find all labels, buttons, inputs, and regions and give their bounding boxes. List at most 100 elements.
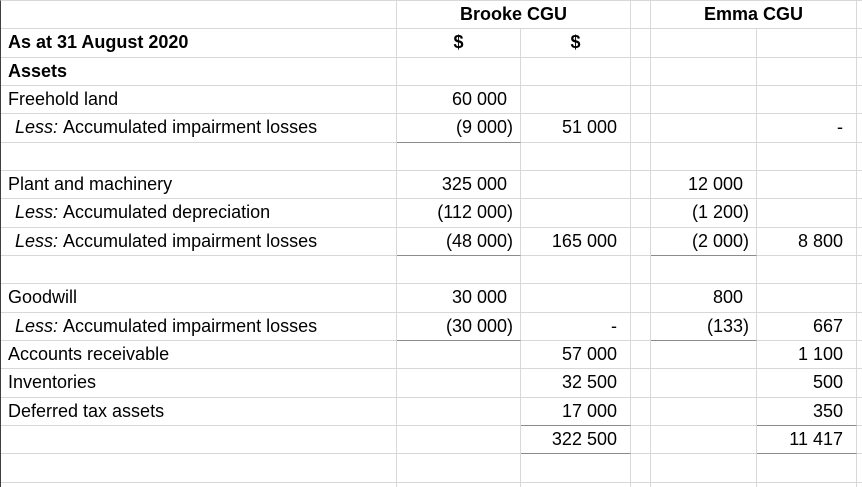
cell-emma-amount[interactable]: (133) — [651, 312, 757, 341]
cell-brooke-amount[interactable]: (9 000) — [397, 114, 521, 143]
cell-emma-total[interactable] — [757, 284, 857, 313]
cell-brooke-amount[interactable] — [397, 482, 521, 487]
cell-emma-amount[interactable] — [651, 369, 757, 398]
cell-emma-total[interactable] — [757, 85, 857, 115]
cell-brooke-total[interactable] — [521, 482, 631, 487]
cell-brooke-amount[interactable] — [397, 369, 521, 398]
cell-brooke-amount[interactable]: (30 000) — [397, 312, 521, 341]
row-label[interactable]: Deferred tax assets — [1, 397, 397, 426]
cell-brooke-amount[interactable]: (112 000) — [397, 199, 521, 228]
cell-brooke-total[interactable] — [521, 284, 631, 313]
cell-emma-total[interactable]: - — [757, 114, 857, 143]
brooke-dollar-unit-2[interactable]: $ — [521, 29, 631, 58]
cell-brooke-amount[interactable] — [397, 454, 521, 483]
cell-gap[interactable] — [631, 1, 651, 30]
brooke-total-carrying-amount[interactable]: 322 500 — [521, 425, 631, 455]
row-label[interactable]: Less: Accumulated impairment losses — [1, 227, 397, 256]
cell-brooke-amount[interactable]: 60 000 — [397, 85, 521, 115]
cell-empty-a1[interactable] — [1, 1, 397, 30]
row-label[interactable]: Less: Accumulated depreciation — [1, 199, 397, 228]
cell-emma-amount[interactable] — [651, 85, 757, 115]
emma-cgu-header[interactable]: Emma CGU — [651, 1, 857, 30]
cell-emma-total[interactable] — [757, 57, 857, 86]
cell-brooke-amount[interactable] — [397, 397, 521, 426]
cell-emma-total[interactable]: 1 100 — [757, 340, 857, 370]
cell-brooke-amount[interactable] — [397, 142, 521, 171]
cell-emma-total[interactable] — [757, 29, 857, 58]
cell-brooke-total[interactable]: 17 000 — [521, 397, 631, 426]
cell-brooke-amount[interactable] — [397, 255, 521, 285]
cell-brooke-total[interactable] — [521, 85, 631, 115]
cell-gap[interactable] — [631, 114, 651, 143]
cell-brooke-total[interactable] — [521, 57, 631, 86]
cell-empty[interactable] — [1, 454, 397, 483]
cell-brooke-total[interactable]: 165 000 — [521, 227, 631, 256]
cell-emma-amount[interactable] — [651, 29, 757, 58]
row-label[interactable]: Freehold land — [1, 85, 397, 115]
cell-emma-amount[interactable] — [651, 425, 757, 455]
cell-gap[interactable] — [631, 29, 651, 58]
cell-empty[interactable] — [1, 482, 397, 487]
cell-gap[interactable] — [631, 425, 651, 455]
cell-emma-amount[interactable] — [651, 255, 757, 285]
cell-gap[interactable] — [631, 170, 651, 200]
cell-empty[interactable] — [1, 142, 397, 171]
cell-emma-total[interactable] — [757, 170, 857, 200]
cell-gap[interactable] — [631, 227, 651, 256]
row-label[interactable] — [1, 425, 397, 455]
row-label[interactable]: Goodwill — [1, 284, 397, 313]
cell-emma-total[interactable] — [757, 199, 857, 228]
row-label[interactable]: Plant and machinery — [1, 170, 397, 200]
cell-emma-total[interactable]: 350 — [757, 397, 857, 426]
row-label[interactable]: Less: Accumulated impairment losses — [1, 312, 397, 341]
as-at-date-label[interactable]: As at 31 August 2020 — [1, 29, 397, 58]
brooke-dollar-unit[interactable]: $ — [397, 29, 521, 58]
cell-brooke-total[interactable]: 57 000 — [521, 340, 631, 370]
cell-brooke-amount[interactable] — [397, 425, 521, 455]
cell-emma-amount[interactable] — [651, 482, 757, 487]
cell-gap[interactable] — [631, 482, 651, 487]
row-label[interactable]: Less: Accumulated impairment losses — [1, 114, 397, 143]
cell-emma-amount[interactable] — [651, 114, 757, 143]
cell-gap[interactable] — [631, 454, 651, 483]
cell-emma-total[interactable]: 667 — [757, 312, 857, 341]
cell-emma-total[interactable] — [757, 454, 857, 483]
cell-brooke-total[interactable] — [521, 142, 631, 171]
cell-brooke-total[interactable] — [521, 170, 631, 200]
cell-brooke-total[interactable] — [521, 454, 631, 483]
cell-brooke-amount[interactable] — [397, 340, 521, 370]
brooke-cgu-header[interactable]: Brooke CGU — [397, 1, 631, 30]
cell-emma-total[interactable] — [757, 142, 857, 171]
row-label[interactable]: Inventories — [1, 369, 397, 398]
cell-emma-total[interactable] — [757, 255, 857, 285]
cell-emma-amount[interactable]: 800 — [651, 284, 757, 313]
cell-brooke-total[interactable] — [521, 255, 631, 285]
cell-gap[interactable] — [631, 142, 651, 171]
cell-gap[interactable] — [631, 340, 651, 370]
cell-gap[interactable] — [631, 397, 651, 426]
cell-brooke-amount[interactable]: (48 000) — [397, 227, 521, 256]
cell-brooke-amount[interactable] — [397, 57, 521, 86]
cell-brooke-amount[interactable]: 30 000 — [397, 284, 521, 313]
cell-brooke-amount[interactable]: 325 000 — [397, 170, 521, 200]
cell-emma-amount[interactable] — [651, 57, 757, 86]
cell-gap[interactable] — [631, 57, 651, 86]
cell-brooke-total[interactable]: 51 000 — [521, 114, 631, 143]
cell-emma-amount[interactable]: 12 000 — [651, 170, 757, 200]
cell-gap[interactable] — [631, 369, 651, 398]
cell-gap[interactable] — [631, 312, 651, 341]
cell-emma-total[interactable]: 8 800 — [757, 227, 857, 256]
cell-emma-amount[interactable]: (2 000) — [651, 227, 757, 256]
cell-empty[interactable] — [1, 255, 397, 285]
emma-total-carrying-amount[interactable]: 11 417 — [757, 425, 857, 455]
cell-emma-amount[interactable] — [651, 454, 757, 483]
cell-brooke-total[interactable]: 32 500 — [521, 369, 631, 398]
cell-brooke-total[interactable] — [521, 199, 631, 228]
cell-emma-total[interactable] — [757, 482, 857, 487]
row-label[interactable]: Accounts receivable — [1, 340, 397, 370]
cell-gap[interactable] — [631, 255, 651, 285]
cell-emma-amount[interactable] — [651, 340, 757, 370]
cell-emma-total[interactable]: 500 — [757, 369, 857, 398]
cell-emma-amount[interactable] — [651, 397, 757, 426]
cell-emma-amount[interactable]: (1 200) — [651, 199, 757, 228]
